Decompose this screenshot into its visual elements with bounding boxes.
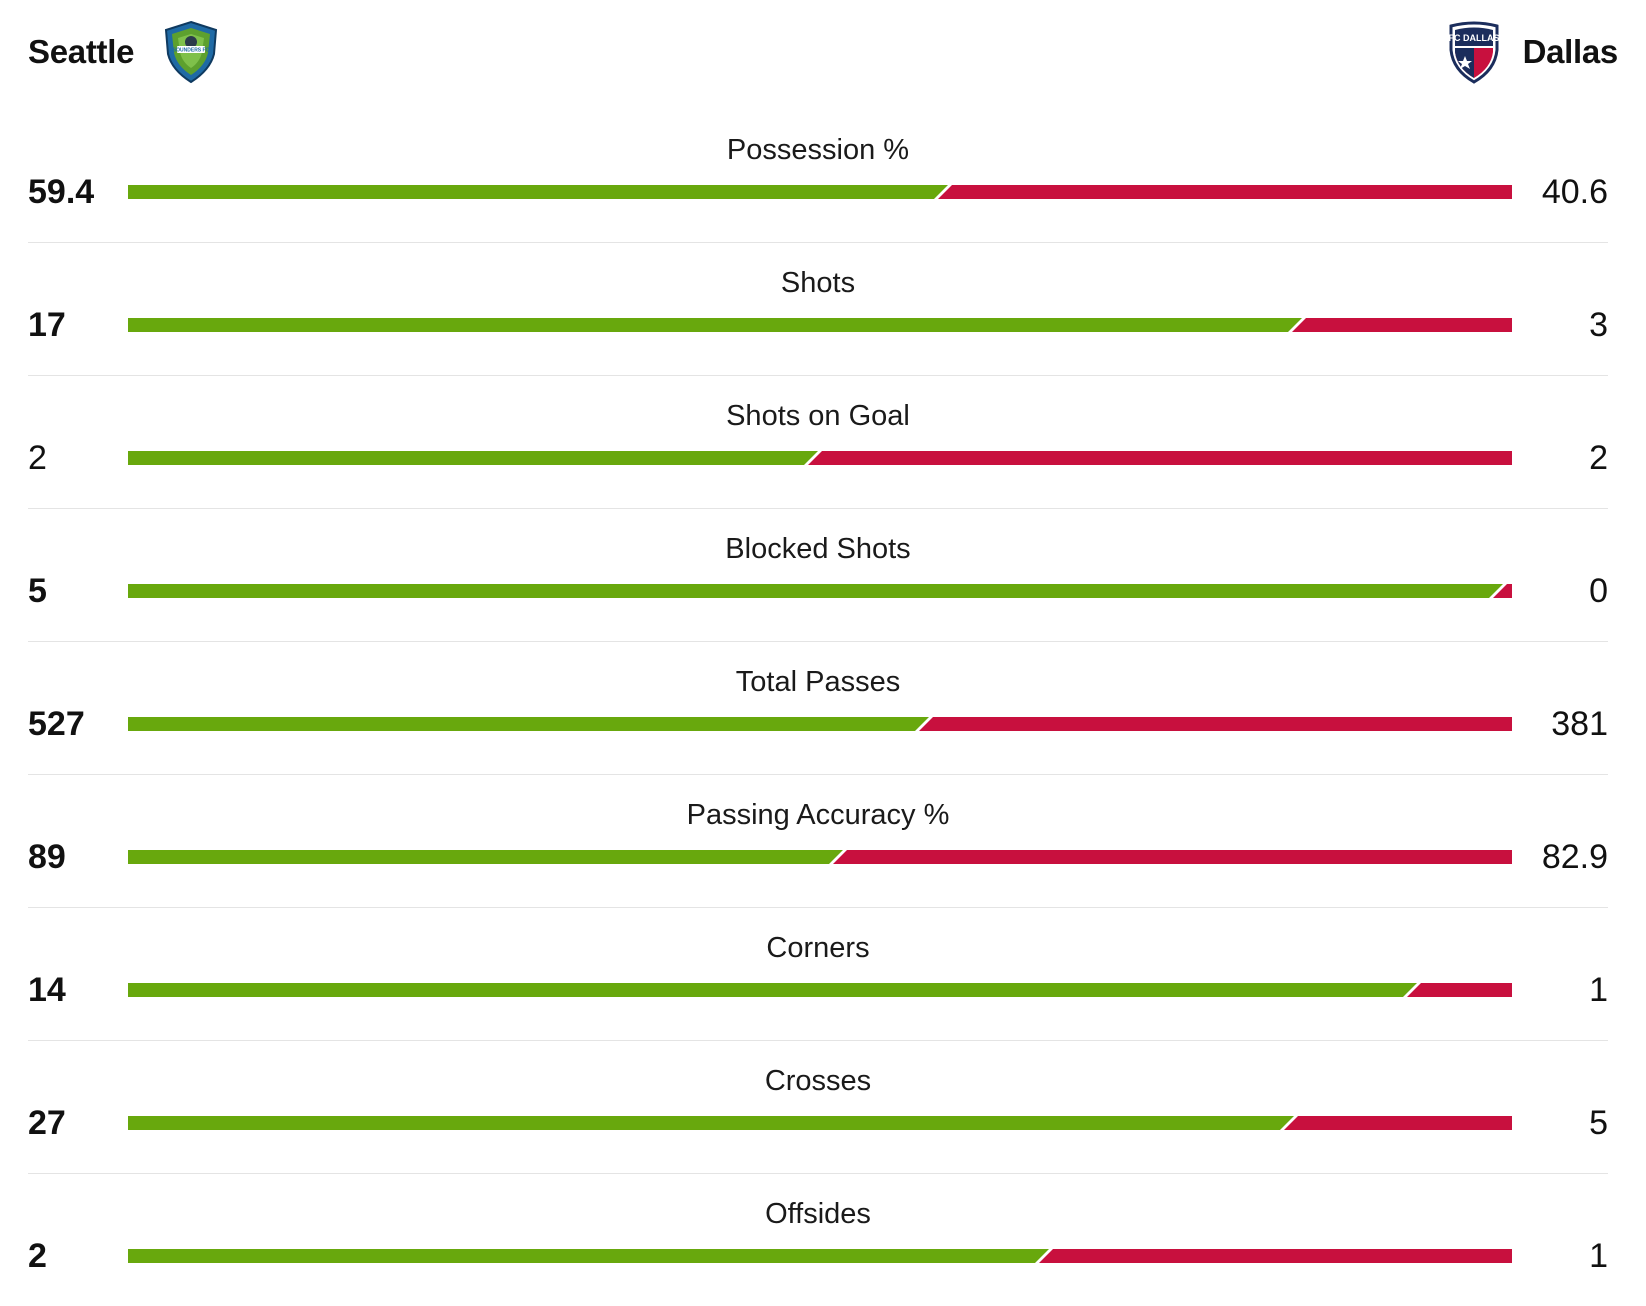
home-value: 2: [28, 1237, 47, 1275]
home-bar-segment: [128, 983, 1417, 997]
comparison-bar: [128, 584, 1512, 598]
comparison-bar: [128, 717, 1512, 731]
stat-row: Crosses 27 5: [28, 1041, 1608, 1174]
stat-row: Shots 17 3: [28, 243, 1608, 376]
stat-label: Offsides: [765, 1198, 871, 1230]
home-bar-segment: [128, 1249, 1049, 1263]
stats-list: Possession % 59.4 40.6 Shots 17 3 Shots on Goa…: [28, 110, 1608, 1306]
away-bar-segment: [833, 850, 1512, 864]
away-value: 40.6: [1541, 173, 1608, 211]
away-bar-segment: [938, 185, 1512, 199]
stat-label: Passing Accuracy %: [686, 799, 950, 831]
home-value: 527: [28, 705, 85, 743]
home-value: 2: [28, 439, 47, 477]
stat-row: Offsides 2 1: [28, 1174, 1608, 1306]
away-team-name: Dallas: [1522, 33, 1619, 70]
home-value: 14: [28, 971, 66, 1009]
home-team-name: Seattle: [28, 33, 135, 70]
away-bar-segment: [1039, 1249, 1512, 1263]
stat-label: Crosses: [764, 1065, 872, 1097]
comparison-bar: [128, 451, 1512, 465]
stat-row: Shots on Goal 2 2: [28, 376, 1608, 509]
away-bar-segment: [1407, 983, 1512, 997]
away-value: 5: [1589, 1104, 1608, 1142]
away-value: 0: [1589, 572, 1608, 610]
comparison-bar: [128, 185, 1512, 199]
away-value: 3: [1589, 306, 1608, 344]
stat-row: Passing Accuracy % 89 82.9: [28, 775, 1608, 908]
away-bar-segment: [808, 451, 1512, 465]
away-team: FC DALLAS Dallas: [1443, 20, 1618, 84]
stat-label: Corners: [766, 932, 870, 964]
home-bar-segment: [128, 451, 818, 465]
comparison-bar: [128, 318, 1512, 332]
away-value: 2: [1589, 439, 1608, 477]
away-value: 381: [1551, 705, 1608, 743]
comparison-bar: [128, 850, 1512, 864]
home-bar-segment: [128, 1116, 1294, 1130]
dallas-logo-text: FC DALLAS: [1448, 33, 1499, 43]
home-bar-segment: [128, 318, 1302, 332]
sounders-logo-text: SOUNDERS FC: [173, 48, 210, 54]
home-value: 59.4: [28, 173, 95, 211]
home-value: 27: [28, 1104, 66, 1142]
fc-dallas-crest-icon: FC DALLAS: [1448, 21, 1499, 84]
comparison-bar: [128, 1116, 1512, 1130]
away-value: 1: [1589, 971, 1608, 1009]
stat-label: Shots: [780, 267, 856, 299]
away-bar-segment: [919, 717, 1512, 731]
home-value: 5: [28, 572, 47, 610]
sounders-crest-icon: SOUNDERS FC: [165, 20, 218, 84]
home-value: 17: [28, 306, 66, 344]
stat-row: Blocked Shots 5 0: [28, 509, 1608, 642]
stat-label: Shots on Goal: [726, 400, 910, 432]
home-bar-segment: [128, 850, 843, 864]
comparison-bar: [128, 1249, 1512, 1263]
away-bar-segment: [1292, 318, 1512, 332]
stat-label: Total Passes: [735, 666, 901, 698]
stat-label: Blocked Shots: [725, 533, 911, 565]
home-value: 89: [28, 838, 66, 876]
stat-row: Corners 14 1: [28, 908, 1608, 1041]
home-team: Seattle SOUNDERS FC: [28, 20, 222, 84]
away-value: 82.9: [1541, 838, 1608, 876]
stat-label: Possession %: [726, 134, 910, 166]
home-bar-segment: [128, 717, 929, 731]
team-header: Seattle SOUNDERS FC FC DALLAS Dallas: [0, 0, 1646, 110]
stat-row: Possession % 59.4 40.6: [28, 110, 1608, 243]
home-bar-segment: [128, 584, 1503, 598]
away-value: 1: [1589, 1237, 1608, 1275]
home-bar-segment: [128, 185, 948, 199]
stat-row: Total Passes 527 381: [28, 642, 1608, 775]
away-bar-segment: [1284, 1116, 1512, 1130]
comparison-bar: [128, 983, 1512, 997]
